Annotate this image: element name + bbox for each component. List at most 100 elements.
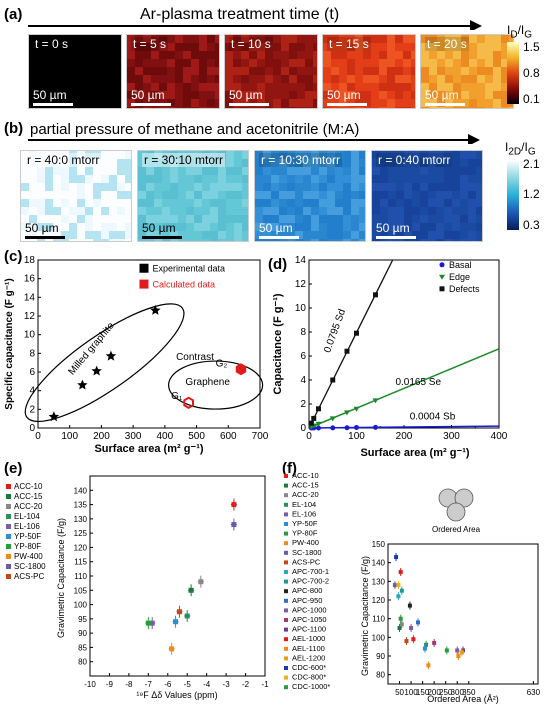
panel-a-pixel [159, 91, 167, 99]
panel-a-pixel [395, 51, 403, 59]
panel-b-pixel [125, 175, 131, 183]
panel-b-pixel [77, 239, 85, 241]
panel-b-pixel [154, 239, 162, 241]
panel-a-pixel [191, 43, 199, 51]
panel-b-pixel [146, 199, 154, 207]
chart-f-ytick-label: 140 [372, 559, 386, 568]
panel-b-scale-bar [142, 236, 182, 239]
panel-b-pixel [37, 191, 45, 199]
chart-e-legend-label: SC-1800 [14, 562, 46, 571]
panel-a-pixel [379, 107, 387, 108]
panel-b-pixel [359, 207, 365, 215]
chart-e-xtick-label: -3 [223, 680, 231, 689]
panel-b-pixel [178, 191, 186, 199]
chart-c-annotation: G₂ [216, 358, 228, 369]
panel-a-pixel [257, 91, 265, 99]
panel-a-pixel [371, 59, 379, 67]
panel-b-pixel [444, 215, 452, 223]
panel-b-pixel [138, 207, 146, 215]
panel-a-pixel [249, 83, 257, 91]
panel-b-pixel [271, 175, 279, 183]
panel-b-tile-label: r = 10:30 mtorr [259, 153, 343, 167]
panel-b-pixel [61, 191, 69, 199]
chart-e-legend-swatch [6, 544, 11, 549]
chart-d-legend-marker [439, 286, 445, 292]
panel-a-pixel [135, 35, 143, 43]
panel-b-pixel [327, 183, 335, 191]
panel-b-pixel [359, 167, 365, 175]
panel-b-pixel [218, 223, 226, 231]
chart-e-legend-label: EL-104 [14, 512, 40, 521]
panel-b-pixel [319, 215, 327, 223]
panel-b-pixel [101, 199, 109, 207]
panel-a-pixel [273, 67, 281, 75]
panel-a-pixel [387, 35, 395, 43]
panel-b-pixel [335, 223, 343, 231]
panel-b-pixel [343, 175, 351, 183]
panel-a-pixel [167, 59, 175, 67]
panel-b-pixel [210, 191, 218, 199]
panel-a-pixel [493, 91, 501, 99]
panel-b-pixel [45, 167, 53, 175]
panel-a-pixel [305, 67, 313, 75]
chart-f-point [444, 648, 449, 653]
panel-b-pixel [93, 175, 101, 183]
panel-b-scale-label: 50 µm [142, 221, 176, 235]
panel-b-pixel [226, 231, 234, 239]
panel-b-pixel [77, 199, 85, 207]
panel-b-pixel [109, 183, 117, 191]
panel-b-cbar-tick: 0.3 [523, 218, 540, 232]
panel-a-pixel [191, 51, 199, 59]
panel-a-pixel [305, 107, 313, 108]
panel-d-letter: (d) [268, 256, 288, 273]
panel-b-pixel [101, 223, 109, 231]
panel-b-pixel [53, 231, 61, 239]
panel-a-pixel [445, 59, 453, 67]
chart-f-legend-swatch [284, 666, 288, 670]
panel-b-pixel [117, 175, 125, 183]
panel-a-pixel [183, 91, 191, 99]
panel-a-pixel [485, 83, 493, 91]
panel-b-pixel [93, 183, 101, 191]
panel-a-pixel [297, 75, 305, 83]
panel-a-pixel [323, 59, 331, 67]
panel-a-pixel [191, 75, 199, 83]
panel-b-pixel [21, 183, 29, 191]
panel-b-pixel [343, 199, 351, 207]
panel-b-pixel [460, 239, 468, 241]
panel-b-pixel [380, 215, 388, 223]
panel-a-pixel [215, 83, 219, 91]
panel-b-pixel [93, 167, 101, 175]
panel-b-pixel [178, 199, 186, 207]
chart-f-legend-swatch [284, 579, 288, 584]
panel-a-pixel [461, 59, 469, 67]
panel-a-pixel [313, 75, 317, 83]
panel-b-pixel [319, 239, 327, 241]
panel-b-pixel [380, 191, 388, 199]
panel-b-pixel [21, 239, 29, 241]
panel-b-pixel [234, 215, 242, 223]
panel-b-pixel [117, 191, 125, 199]
chart-f-point [426, 663, 431, 668]
panel-a-pixel [501, 59, 509, 67]
panel-b-pixel [351, 151, 359, 159]
chart-d-ytick-label: 10 [295, 303, 307, 314]
panel-b-pixel [210, 167, 218, 175]
panel-a-pixel [233, 91, 241, 99]
panel-a-pixel [403, 107, 411, 108]
panel-b-pixel [138, 199, 146, 207]
chart-f-legend-label: APC-700-1 [292, 567, 329, 576]
panel-b-pixel [420, 239, 428, 241]
panel-b-pixel [178, 175, 186, 183]
panel-a-pixel [249, 67, 257, 75]
chart-f-legend-swatch [284, 474, 288, 478]
panel-a-pixel [437, 83, 445, 91]
panel-a-pixel [395, 99, 403, 107]
panel-a-texture [225, 35, 317, 108]
panel-a-pixel [363, 83, 371, 91]
panel-b-pixel [327, 199, 335, 207]
panel-a-pixel [461, 75, 469, 83]
chart-d-point-basal [344, 425, 350, 431]
chart-f-legend-label: ACC-20 [292, 490, 319, 499]
panel-a-pixel [363, 99, 371, 107]
